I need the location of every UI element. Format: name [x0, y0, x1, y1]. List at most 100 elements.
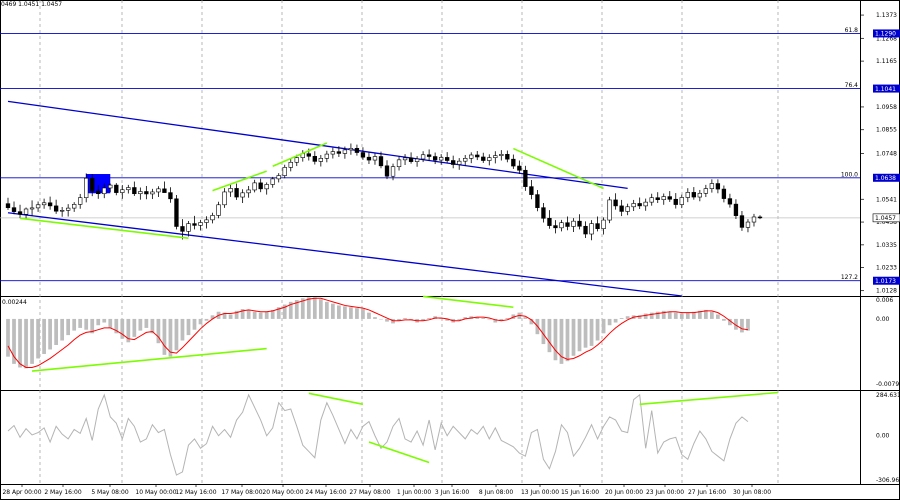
candle-body: [727, 198, 733, 205]
price-panel: 61.8 76.4 100.0 127.2: [0, 27, 860, 297]
candle-body: [354, 148, 360, 153]
candle-body: [35, 204, 41, 209]
candle-body: [607, 199, 612, 221]
price-tick-label: 1.1268: [876, 35, 897, 42]
macd-histogram-bar: [619, 318, 624, 319]
candle-body: [228, 188, 233, 193]
macd-histogram-bar: [300, 298, 305, 319]
candle-body: [559, 222, 564, 229]
price-tick-label: 1.0438: [876, 219, 897, 226]
candle-body: [649, 197, 654, 203]
macd-histogram-bar: [367, 312, 371, 319]
candle-body: [11, 207, 17, 212]
macd-histogram-bar: [722, 318, 726, 321]
macd-histogram-bar: [445, 318, 450, 321]
candle-body: [162, 188, 167, 193]
price-tick-label: 1.0748: [876, 150, 897, 157]
candle-body: [414, 158, 420, 162]
macd-histogram-bar: [337, 305, 341, 319]
macd-histogram-bar: [288, 301, 293, 319]
macd-histogram-bar: [716, 314, 720, 319]
candle-body: [360, 152, 366, 158]
candle-body: [198, 222, 203, 226]
candle-body: [240, 192, 245, 198]
candle-body: [348, 148, 354, 151]
macd-histogram-bar: [144, 318, 149, 328]
divergence-line: [19, 217, 189, 240]
candle-body: [276, 175, 281, 180]
macd-histogram-bar: [499, 318, 504, 321]
macd-histogram-bar: [655, 311, 660, 319]
macd-histogram-bar: [270, 309, 275, 319]
macd-histogram-bar: [691, 311, 696, 319]
candle-body: [751, 216, 757, 223]
macd-histogram-bar: [84, 318, 89, 330]
price-tick-label: 1.1373: [876, 12, 897, 19]
macd-histogram-bar: [481, 318, 486, 319]
macd-histogram-bar: [72, 318, 77, 331]
candle-body: [625, 206, 630, 212]
macd-histogram-bar: [529, 318, 534, 325]
candle-body: [523, 169, 528, 187]
candle-body: [619, 205, 624, 212]
candle-body: [23, 208, 29, 215]
candle-body: [282, 167, 287, 176]
grid-lines: [39, 0, 779, 484]
candle-body: [192, 223, 197, 226]
macd-histogram-bar: [625, 316, 630, 319]
macd-histogram-bar: [222, 312, 227, 319]
ohlc-header: 0469 1.0451 1.0457: [1, 1, 63, 8]
fib-price-tag-bg: [873, 276, 900, 285]
candle-body: [703, 188, 709, 194]
candle-body: [667, 196, 672, 200]
fib-price-tag: 1.0173: [875, 278, 896, 285]
macd-histogram-bar: [120, 318, 125, 339]
macd-histogram-bar: [637, 315, 642, 319]
candle-body: [41, 202, 47, 206]
macd-tick-label: 0.006: [876, 297, 893, 304]
macd-histogram-bar: [6, 318, 10, 357]
candle-body: [252, 182, 257, 191]
candle-body: [390, 166, 396, 177]
candle-body: [571, 220, 576, 227]
cci-tick-label: 0.00: [876, 433, 890, 440]
macd-histogram-bar: [114, 318, 119, 334]
macd-histogram-bar: [102, 318, 107, 323]
macd-histogram-bar: [547, 318, 552, 353]
macd-histogram-bar: [541, 318, 546, 345]
macd-histogram-bar: [276, 307, 281, 319]
macd-histogram-bar: [595, 318, 600, 341]
macd-histogram-bar: [198, 318, 203, 325]
candle-body: [631, 203, 636, 208]
candle-body: [685, 192, 690, 198]
fib-price-tag: 1.1290: [875, 31, 896, 38]
macd-histogram-bar: [36, 318, 40, 359]
candle-body: [53, 205, 59, 212]
candle-body: [65, 207, 71, 211]
divergence-line: [212, 170, 267, 192]
candle-body: [258, 182, 263, 190]
candle-body: [595, 223, 600, 229]
candle-body: [342, 149, 348, 154]
candle-body: [697, 192, 703, 198]
macd-histogram-bar: [673, 312, 678, 319]
candle-body: [577, 220, 582, 227]
macd-histogram-bar: [186, 318, 191, 336]
candle-body: [547, 217, 552, 226]
candle-body: [679, 197, 684, 205]
price-tick-label: 1.0233: [876, 264, 897, 271]
macd-histogram-bar: [66, 318, 71, 336]
macd-histogram-bar: [523, 317, 528, 319]
candle-body: [108, 184, 113, 189]
candle-body: [372, 156, 378, 161]
candle-body: [487, 157, 492, 161]
macd-histogram-bar: [589, 318, 594, 346]
macd-histogram-bar: [228, 314, 233, 319]
candle-body: [709, 183, 715, 189]
candle-body: [222, 191, 227, 206]
candle-body: [601, 219, 606, 229]
candle-body: [499, 154, 504, 156]
price-tick-label: 1.0128: [876, 288, 897, 295]
macd-histogram-bar: [108, 318, 113, 328]
macd-histogram-bar: [577, 318, 582, 352]
